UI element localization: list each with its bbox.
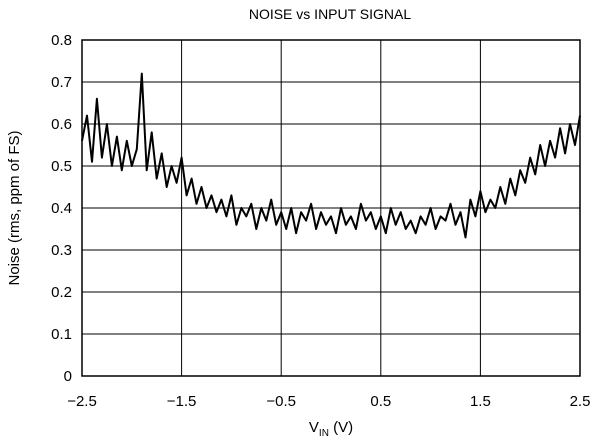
- x-axis-label-subscript: IN: [319, 428, 329, 439]
- x-axis-label-main: V: [309, 419, 319, 436]
- x-axis-label-unit: (V): [329, 419, 353, 436]
- x-tick-label: 2.5: [570, 393, 591, 410]
- y-tick-label: 0.6: [51, 116, 72, 133]
- plot-frame: [81, 39, 581, 377]
- y-tick-label: 0.8: [51, 32, 72, 49]
- y-tick-label: 0.5: [51, 158, 72, 175]
- x-axis-label: VIN (V): [309, 419, 353, 439]
- series-group: [81, 72, 581, 239]
- grid: [82, 40, 580, 376]
- x-tick-labels: −2.5 −1.5 −0.5 0.5 1.5 2.5: [67, 393, 590, 410]
- y-tick-label: 0.4: [51, 200, 72, 217]
- x-tick-label: −2.5: [67, 393, 97, 410]
- x-tick-label: 1.5: [470, 393, 491, 410]
- y-tick-label: 0.1: [51, 326, 72, 343]
- y-tick-label: 0.2: [51, 284, 72, 301]
- y-tick-labels: 0 0.1 0.2 0.3 0.4 0.5 0.6 0.7 0.8: [51, 32, 72, 385]
- chart-title: NOISE vs INPUT SIGNAL: [249, 6, 412, 22]
- y-axis-label: Noise (rms, ppm of FS): [6, 130, 23, 285]
- y-tick-label: 0: [64, 368, 72, 385]
- x-tick-label: 0.5: [370, 393, 391, 410]
- x-tick-label: −0.5: [266, 393, 296, 410]
- x-tick-label: −1.5: [167, 393, 197, 410]
- noise-series-line: [81, 72, 581, 239]
- y-tick-label: 0.7: [51, 74, 72, 91]
- y-tick-label: 0.3: [51, 242, 72, 259]
